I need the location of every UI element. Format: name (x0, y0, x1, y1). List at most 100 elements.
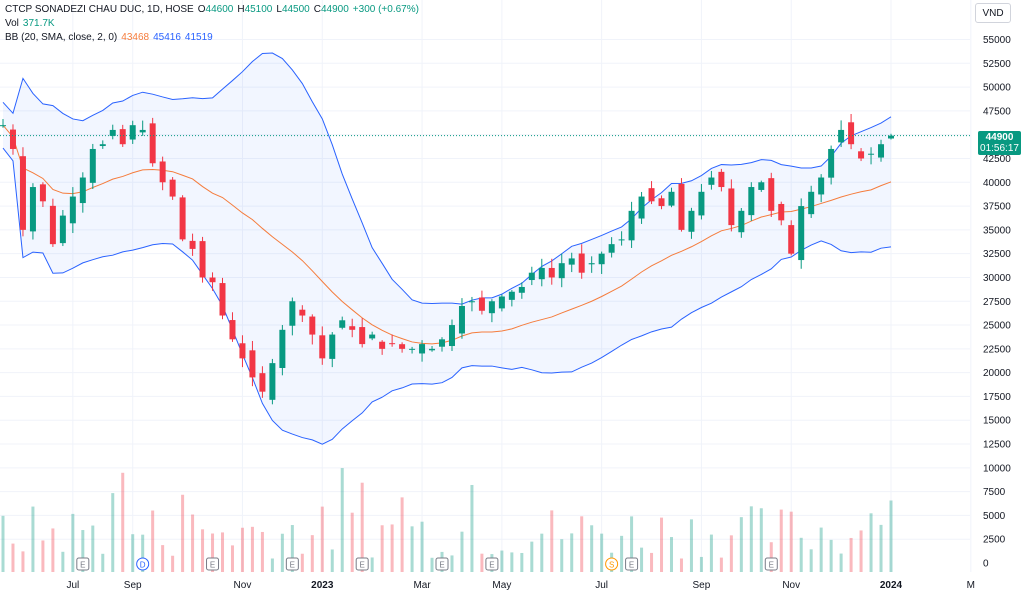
volume-bar (111, 493, 115, 572)
candle-body (209, 277, 216, 283)
candle-body (788, 225, 795, 254)
time-axis-label: Sep (124, 580, 142, 591)
bb-label[interactable]: BB (20, SMA, close, 2, 0) (5, 32, 118, 43)
candle-body (458, 306, 465, 334)
volume-bar (460, 531, 464, 572)
candle-body (828, 148, 835, 178)
volume-bar (699, 556, 703, 572)
split-marker[interactable] (605, 557, 619, 571)
high-value: 45100 (244, 4, 273, 15)
volume-bar (560, 539, 564, 572)
candle-body (9, 129, 16, 149)
earnings-marker[interactable] (76, 557, 90, 571)
candle-body (29, 187, 36, 232)
volume-bar (580, 516, 584, 572)
volume-bar (859, 530, 863, 572)
candle-body (868, 153, 875, 155)
volume-label[interactable]: Vol (5, 18, 19, 29)
volume-bar (1, 515, 5, 572)
candle-body (478, 297, 485, 311)
volume-bar (839, 553, 843, 572)
candle-body (858, 151, 865, 159)
price-axis-label: 20000 (983, 368, 1011, 379)
volume-bar (719, 557, 723, 572)
event-marker-label: E (290, 561, 295, 570)
price-axis-label: 22500 (983, 344, 1011, 355)
candle-body (119, 129, 126, 145)
volume-bar (380, 525, 384, 572)
earnings-marker[interactable] (764, 557, 778, 571)
candle-body (838, 129, 845, 143)
earnings-marker[interactable] (485, 557, 499, 571)
volume-bar (779, 509, 783, 572)
currency-button[interactable]: VND (975, 3, 1011, 23)
last-price-tag: 44900 01:56:17 (978, 131, 1021, 155)
volume-bar (450, 555, 454, 572)
earnings-marker[interactable] (285, 557, 299, 571)
candle-body (259, 373, 266, 392)
candle-body (748, 187, 755, 216)
candle-body (608, 244, 615, 253)
volume-bar (260, 531, 264, 572)
symbol-title[interactable]: CTCP SONADEZI CHAU DUC, 1D, HOSE (5, 4, 194, 15)
volume-bar (11, 543, 15, 572)
volume-bar (769, 542, 773, 572)
price-axis-label: 5000 (983, 511, 1006, 522)
candle-body (508, 291, 515, 300)
candle-body (628, 210, 635, 241)
candle-body (588, 263, 595, 265)
volume-bar (151, 510, 155, 572)
time-axis-label: Mar (413, 580, 431, 591)
volume-bar (121, 472, 125, 572)
earnings-marker[interactable] (355, 557, 369, 571)
candle-body (0, 125, 6, 127)
price-axis-label: 0 (983, 559, 989, 570)
candle-body (538, 267, 545, 280)
time-axis-label: M (967, 580, 975, 591)
candle-body (139, 129, 146, 133)
price-axis-label: 2500 (983, 535, 1006, 546)
volume-bar (410, 526, 414, 572)
volume-bar (400, 497, 404, 572)
volume-bar (879, 524, 883, 572)
candle-body (638, 196, 645, 219)
volume-row: Vol 371.7K (5, 17, 419, 31)
volume-bar (51, 528, 55, 572)
volume-bar (91, 525, 95, 572)
candle-body (109, 129, 116, 136)
candle-body (568, 258, 575, 265)
earnings-marker[interactable] (625, 557, 639, 571)
volume-bar (650, 552, 654, 572)
volume-bar (640, 547, 644, 572)
price-axis-label: 32500 (983, 249, 1011, 260)
earnings-marker[interactable] (435, 557, 449, 571)
volume-bar (759, 508, 763, 572)
event-marker-label: E (439, 561, 444, 570)
volume-bar (310, 535, 314, 572)
earnings-marker[interactable] (206, 557, 220, 571)
candle-body (379, 341, 386, 349)
candle-body (818, 177, 825, 195)
volume-bar (869, 513, 873, 572)
dividend-marker[interactable] (136, 557, 150, 571)
price-axis-label: 55000 (983, 35, 1011, 46)
candle-body (159, 161, 166, 183)
bb-lower-value: 41519 (184, 32, 213, 43)
volume-bar (320, 506, 324, 572)
price-axis-label: 17500 (983, 392, 1011, 403)
candle-body (349, 326, 356, 330)
bar-countdown: 01:56:17 (980, 143, 1019, 154)
volume-bar (789, 511, 793, 572)
volume-bar (809, 549, 813, 572)
candle-body (269, 363, 276, 400)
volume-bar (390, 524, 394, 572)
time-axis-label: Sep (693, 580, 711, 591)
candle-body (409, 348, 416, 350)
volume-bar (600, 533, 604, 572)
candle-body (189, 240, 196, 249)
time-axis-label: 2024 (880, 580, 903, 591)
candle-body (99, 144, 106, 147)
price-axis-label: 52500 (983, 59, 1011, 70)
volume-bar (240, 527, 244, 572)
